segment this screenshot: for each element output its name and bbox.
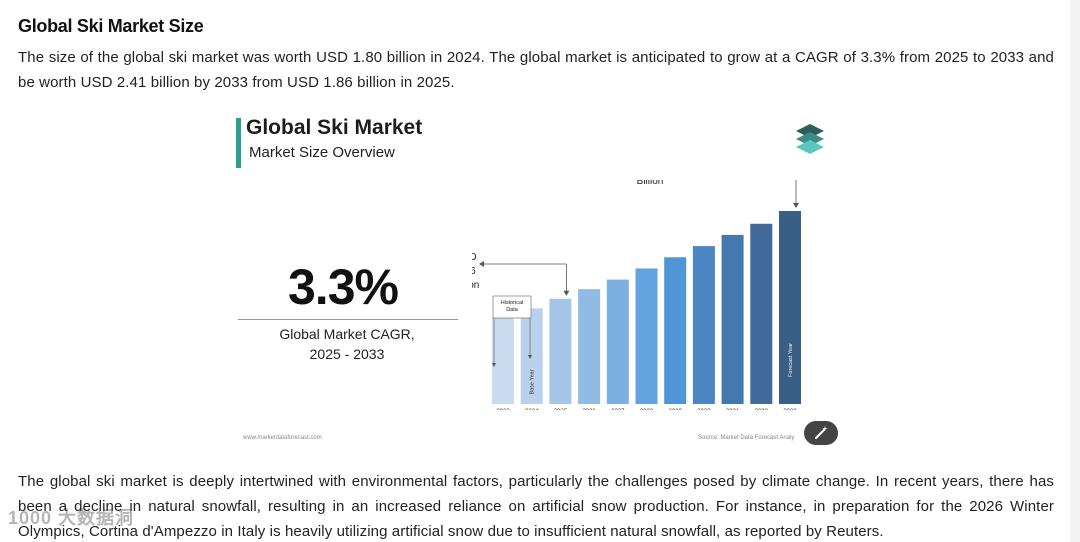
x-tick-label: 2024 [525,409,539,410]
intro-paragraph: The size of the global ski market was wo… [18,49,1054,91]
x-tick-label: 2033 [783,409,797,410]
historical-arrow-head-right [528,355,532,359]
x-tick-label: 2032 [755,409,769,410]
figure-title: Global Ski Market [246,116,423,139]
x-tick-label: 2027 [611,409,625,410]
image-edit-button[interactable] [804,421,838,445]
historical-data-box [492,295,532,319]
magic-wand-icon [815,426,828,439]
historical-arrow-head-left [492,363,496,367]
bar-2027 [606,279,629,404]
market-infographic: Global Ski Market Market Size Overview 3… [232,110,838,450]
market-bar-chart: 2023 2024 2025 2026 2027 2028 2029 2030 2031 2032… [472,180,801,410]
x-tick-label: 2029 [669,409,683,410]
end-value-label: USD 2.41Billion [628,180,672,187]
x-tick-label: 2025 [554,409,568,410]
cagr-value: 3.3% [288,259,399,315]
x-tick-label: 2031 [726,409,740,410]
watermark-text: 1000 大数据洞 [8,508,135,528]
page-scrollbar[interactable] [1070,0,1080,542]
bar-2031 [721,234,744,404]
historical-data-label: Historical Data [501,300,524,313]
bar-2028 [635,268,658,404]
bar-2033 [779,211,801,404]
title-accent-bar [236,118,241,168]
bar-2025 [549,298,572,404]
bar-2023 [492,317,514,404]
bar-2032 [750,223,773,404]
end-arrow-head [793,203,799,208]
bar-2030 [692,246,715,404]
bar-2024 [520,308,543,404]
source-website: www.marketdataforecast.com [243,435,322,441]
x-tick-label: 2026 [582,409,596,410]
bar-2029 [664,257,687,404]
start-arrow-head [563,290,570,296]
figure-subtitle: Market Size Overview [249,144,395,161]
base-year-label: Base Year [530,369,536,394]
cagr-label: Global Market CAGR, 2025 - 2033 [279,326,415,362]
x-tick-label: 2030 [697,409,711,410]
x-tick-label: 2028 [640,409,654,410]
stacked-layers-icon [796,124,824,154]
body-paragraph: The global ski market is deeply intertwi… [18,473,1054,540]
source-credit: Source: Market Data Forecast Analy [698,435,795,441]
section-heading: Global Ski Market Size [18,16,204,36]
x-tick-label: 2023 [496,409,510,410]
bar-2026 [578,289,601,404]
forecast-year-label: Forecast Year [788,343,794,377]
start-arrow-tail [479,261,484,267]
cagr-divider [238,319,458,320]
